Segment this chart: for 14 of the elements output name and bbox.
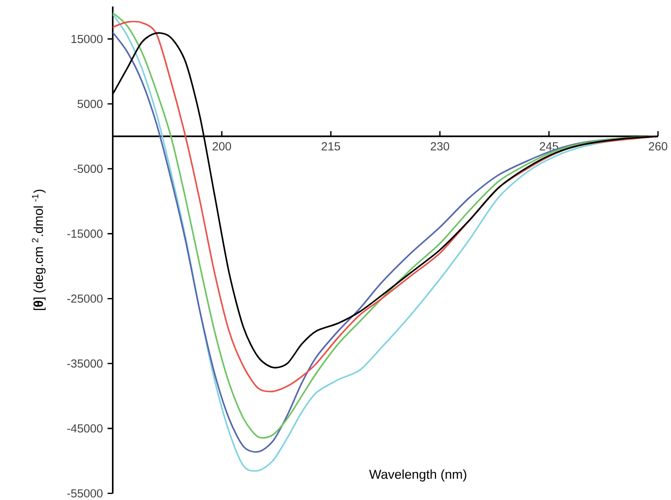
y-tick-label: -25000 (67, 294, 103, 303)
x-tick-label: 200 (212, 142, 232, 151)
y-tick-label: 15000 (72, 34, 103, 44)
x-tick-label: 260 (648, 142, 668, 151)
x-tick-label: 215 (322, 142, 340, 151)
y-tick-label: -45000 (67, 424, 103, 433)
y-tick-label: -5000 (74, 164, 103, 173)
y-tick-label: -15000 (67, 230, 103, 238)
x-tick-label: 230 (430, 142, 450, 151)
x-axis-title: Wavelength (nm) (369, 469, 466, 482)
y-tick-label: 5000 (78, 100, 103, 108)
y-tick-label: -35000 (67, 359, 103, 368)
y-tick-label: -55000 (67, 489, 103, 498)
y-axis-title: [θ] (deg.cm $^{2}$.dmol $^{-1}$) (32, 190, 46, 310)
